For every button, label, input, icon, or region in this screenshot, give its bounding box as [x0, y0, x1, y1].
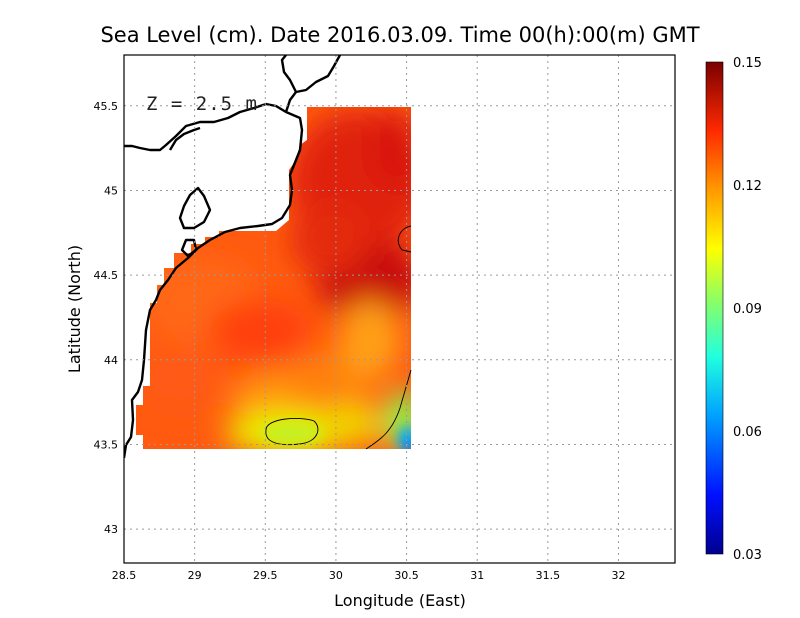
x-tick-label: 32: [611, 569, 625, 582]
x-tick-label: 30.5: [394, 569, 419, 582]
grid: [124, 55, 675, 563]
y-tick-label: 45: [104, 184, 118, 197]
colorbar-tick-label: 0.12: [733, 179, 762, 194]
y-tick-label: 43.5: [94, 438, 119, 451]
coastline-north: [284, 55, 342, 113]
y-tick-label: 45.5: [94, 100, 119, 113]
plot-border: [123, 54, 676, 564]
coastline-bay: [180, 238, 198, 258]
contour-east-edge: [397, 225, 412, 253]
x-tick-label: 28.5: [112, 569, 137, 582]
coastline: [124, 55, 342, 459]
colorbar-tick-label: 0.15: [733, 56, 762, 71]
x-tick-label: 29: [188, 569, 202, 582]
y-tick-label: 43: [104, 523, 118, 536]
x-tick-label: 31: [470, 569, 484, 582]
depth-annotation: Z = 2.5 m: [146, 93, 258, 115]
coastline-delta: [168, 126, 201, 151]
chart-title: Sea Level (cm). Date 2016.03.09. Time 00…: [100, 23, 699, 47]
contour-lines: [265, 225, 412, 450]
colorbar-tick-label: 0.09: [733, 302, 762, 317]
y-tick-label: 44.5: [94, 269, 119, 282]
colorbar-ticks: 0.03 0.06 0.09 0.12 0.15: [733, 56, 762, 563]
y-axis-ticks: 43 43.5 44 44.5 45 45.5: [94, 100, 119, 536]
contour-south-center: [265, 418, 319, 446]
y-axis-label: Latitude (North): [65, 245, 84, 373]
x-tick-label: 29.5: [253, 569, 278, 582]
colorbar-tick-label: 0.03: [733, 548, 762, 563]
colorbar-tick-label: 0.06: [733, 425, 762, 440]
colorbar: [705, 61, 724, 555]
y-tick-label: 44: [104, 354, 118, 367]
contour-south-east: [365, 369, 412, 450]
coastline-main: [124, 102, 304, 459]
coastline-north-inlet: [280, 55, 298, 93]
x-tick-label: 31.5: [536, 569, 561, 582]
coastline-lagoon: [178, 186, 212, 230]
x-axis-ticks: 28.5 29 29.5 30 30.5 31 31.5 32: [112, 569, 626, 582]
x-axis-label: Longitude (East): [334, 591, 466, 610]
x-tick-label: 30: [329, 569, 343, 582]
